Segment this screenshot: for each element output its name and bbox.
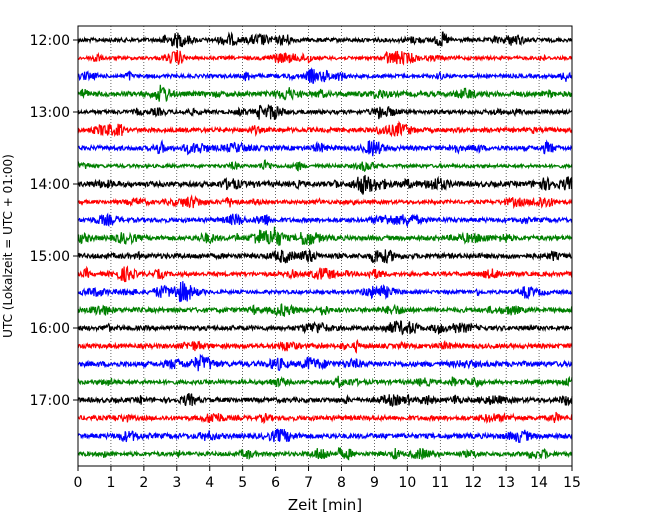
grid-lines [110,26,540,466]
trace-group [77,31,573,461]
x-tick-label-9: 9 [370,475,379,491]
x-tick-label-0: 0 [74,475,83,491]
y-tick-label-2: 14:00 [30,177,70,193]
trace-1330 [77,139,573,157]
x-axis-label: Zeit [min] [288,496,362,514]
plot-frame [77,25,573,467]
x-tick-label-6: 6 [271,475,280,491]
trace-1630 [77,353,573,372]
x-tick-label-2: 2 [139,475,148,491]
x-tick-label-12: 12 [464,475,482,491]
y-axis-label: UTC (Lokalzeit = UTC + 01:00) [1,154,15,338]
x-tick-label-5: 5 [238,475,247,491]
trace-1645 [77,375,573,389]
x-tick-label-8: 8 [337,475,346,491]
y-tick-label-0: 12:00 [30,33,70,49]
trace-1500 [77,248,573,264]
y-tick-label-1: 13:00 [30,105,70,121]
trace-1430 [77,212,573,228]
trace-1600 [77,320,573,336]
x-tick-label-3: 3 [172,475,181,491]
trace-1745 [77,447,573,461]
trace-1615 [77,338,573,354]
x-tick-label-13: 13 [497,475,515,491]
trace-1315 [77,120,573,138]
trace-1530 [77,281,573,303]
trace-1730 [77,428,573,443]
y-axis: 12:00 13:00 14:00 15:00 16:00 17:00 [30,33,78,409]
x-tick-label-10: 10 [398,475,416,491]
trace-1200 [77,31,573,49]
x-tick-label-1: 1 [106,475,115,491]
x-tick-label-11: 11 [431,475,449,491]
trace-1715 [77,411,573,425]
trace-1515 [77,265,573,283]
x-axis: 0 1 2 3 4 5 6 7 8 9 10 11 12 13 14 15 [74,466,581,491]
y-tick-label-4: 16:00 [30,321,70,337]
x-tick-label-15: 15 [563,475,581,491]
y-tick-label-3: 15:00 [30,249,70,265]
trace-1700 [77,393,573,408]
trace-1245 [77,84,573,103]
x-tick-label-14: 14 [530,475,548,491]
trace-1415 [77,194,573,210]
y-tick-label-5: 17:00 [30,393,70,409]
trace-1230 [77,67,573,84]
trace-1345 [77,159,573,173]
trace-1215 [77,50,573,66]
trace-1400 [77,174,573,195]
trace-1545 [77,303,573,317]
trace-1300 [77,103,573,120]
x-tick-label-7: 7 [304,475,313,491]
trace-1445 [77,226,573,246]
x-tick-label-4: 4 [205,475,214,491]
